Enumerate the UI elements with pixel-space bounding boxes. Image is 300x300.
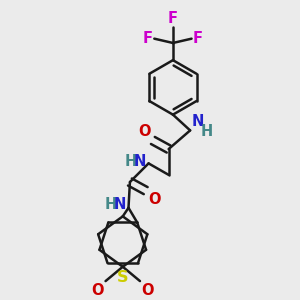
- Text: H: H: [125, 154, 137, 169]
- Text: N: N: [113, 197, 126, 212]
- Text: O: O: [92, 283, 104, 298]
- Text: N: N: [192, 114, 204, 129]
- Text: H: H: [201, 124, 213, 139]
- Text: F: F: [143, 31, 153, 46]
- Text: F: F: [193, 31, 203, 46]
- Text: O: O: [141, 283, 154, 298]
- Text: O: O: [148, 192, 161, 207]
- Text: N: N: [134, 154, 146, 169]
- Text: F: F: [168, 11, 178, 26]
- Text: H: H: [104, 197, 116, 212]
- Text: S: S: [117, 270, 128, 285]
- Text: O: O: [138, 124, 151, 139]
